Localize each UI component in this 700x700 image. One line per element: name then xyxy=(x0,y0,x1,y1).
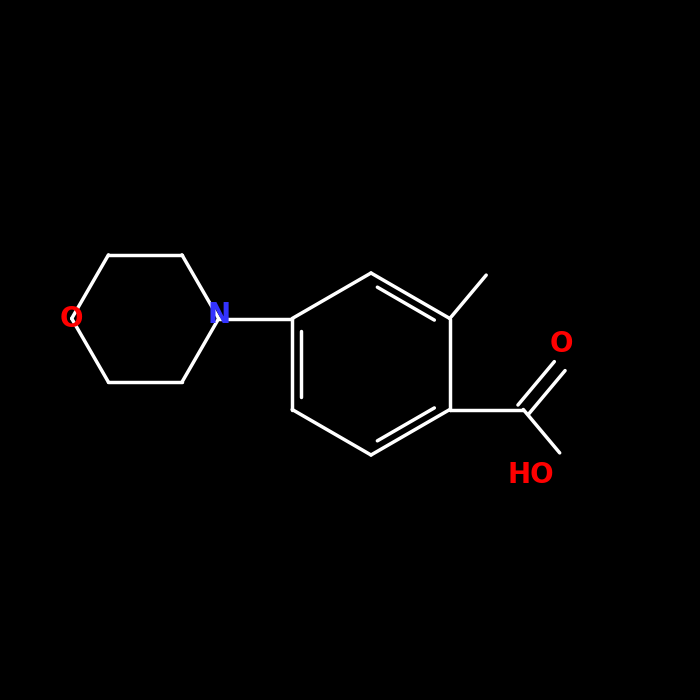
Text: O: O xyxy=(60,304,83,332)
Text: N: N xyxy=(207,301,230,329)
Text: O: O xyxy=(550,330,573,358)
Text: HO: HO xyxy=(508,461,554,489)
